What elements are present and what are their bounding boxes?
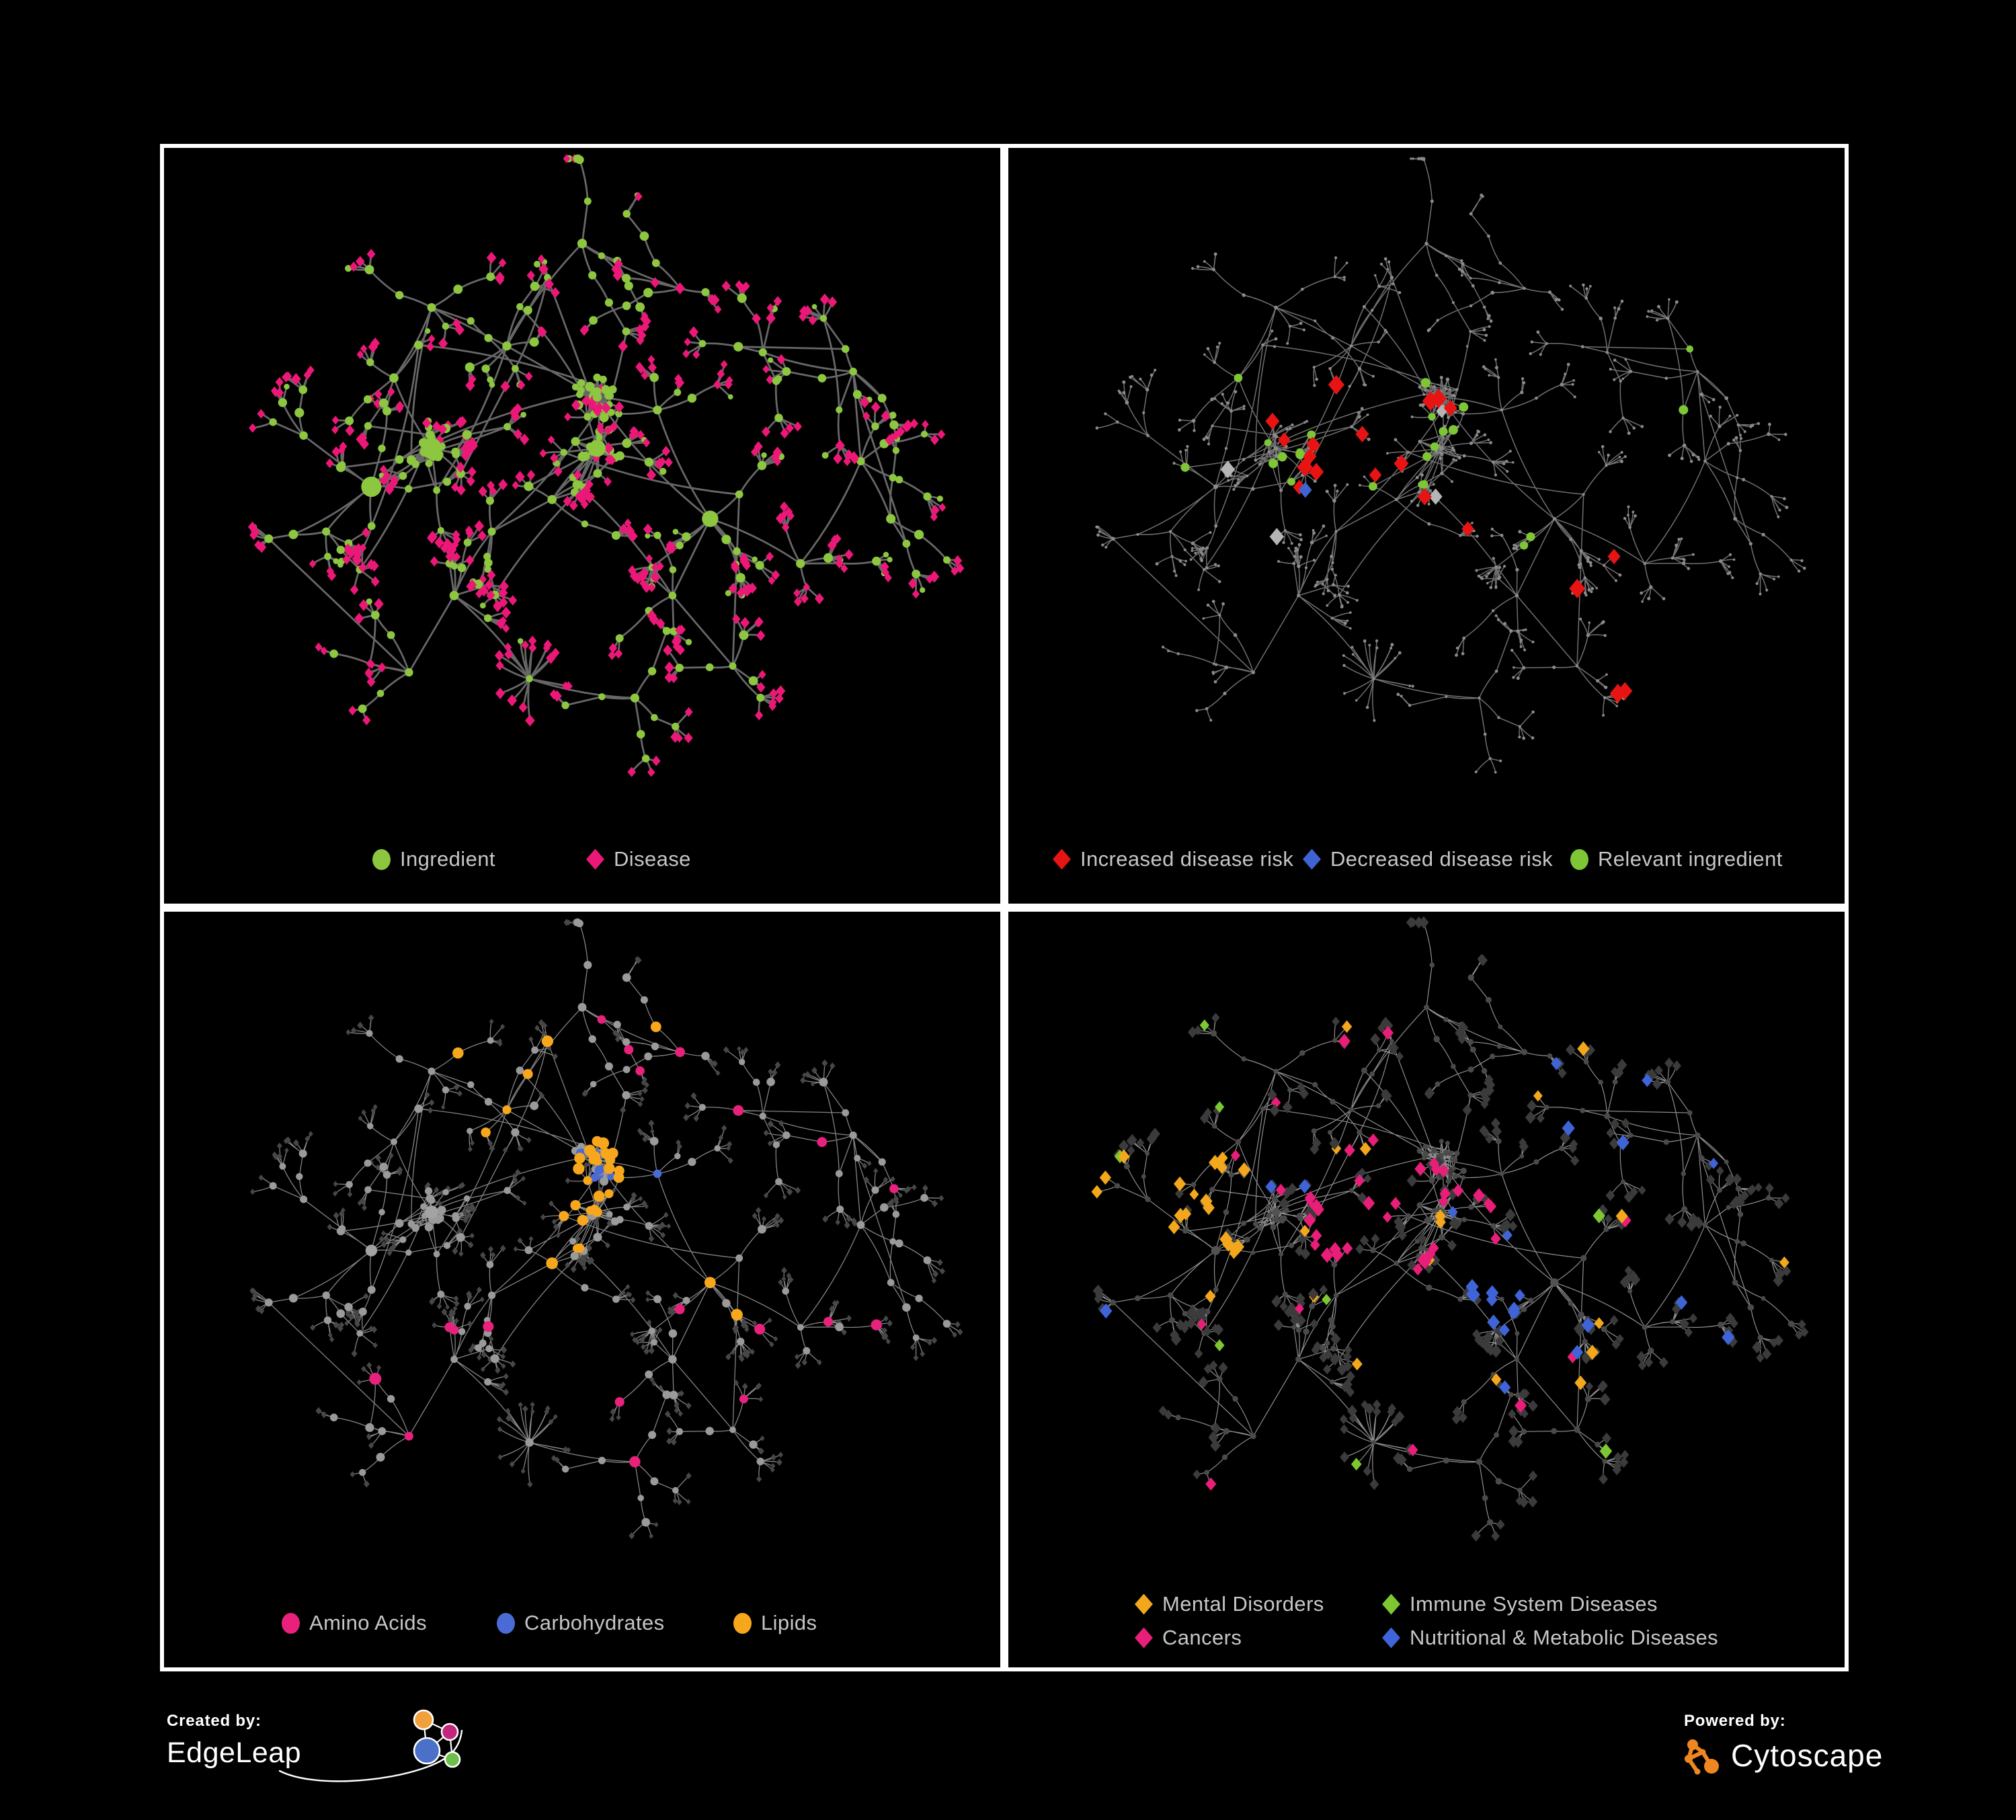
edgeleap-wordmark: EdgeLeap <box>167 1737 302 1769</box>
powered-by-block: Powered by: Cytoscape <box>1684 1712 1993 1806</box>
powered-by-label: Powered by: <box>1684 1712 1786 1730</box>
network-graph-ingredient-disease <box>247 154 965 777</box>
network-graph-disease-risk <box>1095 157 1806 774</box>
cytoscape-wordmark: Cytoscape <box>1731 1738 1884 1773</box>
network-graph-nutrient-classes <box>249 918 963 1540</box>
panel-disease-categories: Mental Disorders Immune System Diseases … <box>1004 908 1849 1671</box>
cytoscape-network-icon <box>1685 1739 1719 1775</box>
panel-nutrient-classes: Amino Acids Carbohydrates Lipids <box>160 908 1004 1671</box>
edgeleap-network-logo-icon <box>278 1709 463 1782</box>
panel-disease-risk: Increased disease risk Decreased disease… <box>1004 144 1849 908</box>
created-by-block: Created by: EdgeLeap <box>167 1709 516 1806</box>
panel-ingredient-disease: Ingredient Disease <box>160 144 1004 908</box>
created-by-label: Created by: <box>167 1712 261 1730</box>
network-graph-disease-categories <box>1091 916 1809 1542</box>
